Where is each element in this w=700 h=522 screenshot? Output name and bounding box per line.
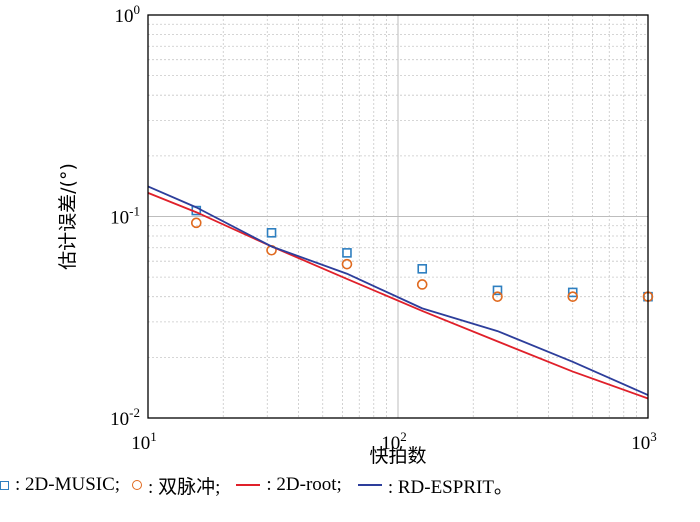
x-tick-label: 101 xyxy=(131,429,157,454)
blue-line-icon xyxy=(357,484,382,486)
x-tick-label: 102 xyxy=(381,429,407,454)
circle-marker-icon xyxy=(132,480,143,490)
red-line-icon xyxy=(236,484,261,486)
y-tick-label: 10-2 xyxy=(110,405,140,430)
data-point-double-pulse xyxy=(341,258,353,270)
y-tick-label: 10-1 xyxy=(110,204,140,229)
square-marker-icon xyxy=(0,480,9,490)
series-line-rd-esprit xyxy=(147,185,649,396)
data-point-2d-music xyxy=(266,228,277,238)
legend-item-double-pulse: : 双脉冲; xyxy=(128,472,228,499)
data-point-2d-music xyxy=(417,264,428,274)
legend-text: : 2D-root; xyxy=(266,474,342,495)
chart: 101 102 103 10-2 10-1 100 快拍数 估计误差/(°) xyxy=(57,2,657,467)
legend-text: : 双脉冲; xyxy=(148,476,221,498)
legend-item-rd-esprit: : RD-ESPRIT。 xyxy=(350,472,521,499)
plot-frame xyxy=(147,14,649,419)
tick-labels: 101 102 103 10-2 10-1 100 xyxy=(110,2,657,454)
y-axis-label: 估计误差/(°) xyxy=(57,163,79,270)
data-point-double-pulse xyxy=(416,279,428,290)
legend-item-2d-root: : 2D-root; xyxy=(228,474,349,496)
legend-text: : RD-ESPRIT。 xyxy=(387,476,513,498)
series-line-2d-root xyxy=(147,192,649,400)
legend-text: : 2D-MUSIC; xyxy=(15,474,121,495)
series-layer xyxy=(147,185,654,400)
grid xyxy=(148,15,648,418)
y-tick-label: 100 xyxy=(115,2,141,27)
data-point-2d-music xyxy=(567,287,578,298)
data-point-double-pulse xyxy=(190,217,202,229)
legend-item-2d-music: : 2D-MUSIC; xyxy=(0,474,128,496)
x-tick-label: 103 xyxy=(631,429,657,454)
data-point-double-pulse xyxy=(492,291,503,302)
data-point-double-pulse xyxy=(567,291,579,302)
x-axis-label: 快拍数 xyxy=(369,445,426,467)
legend: : 2D-MUSIC; : 双脉冲; : 2D-root; : RD-ESPRI… xyxy=(0,470,700,500)
data-point-2d-music xyxy=(492,285,503,296)
data-point-2d-music xyxy=(342,248,352,258)
